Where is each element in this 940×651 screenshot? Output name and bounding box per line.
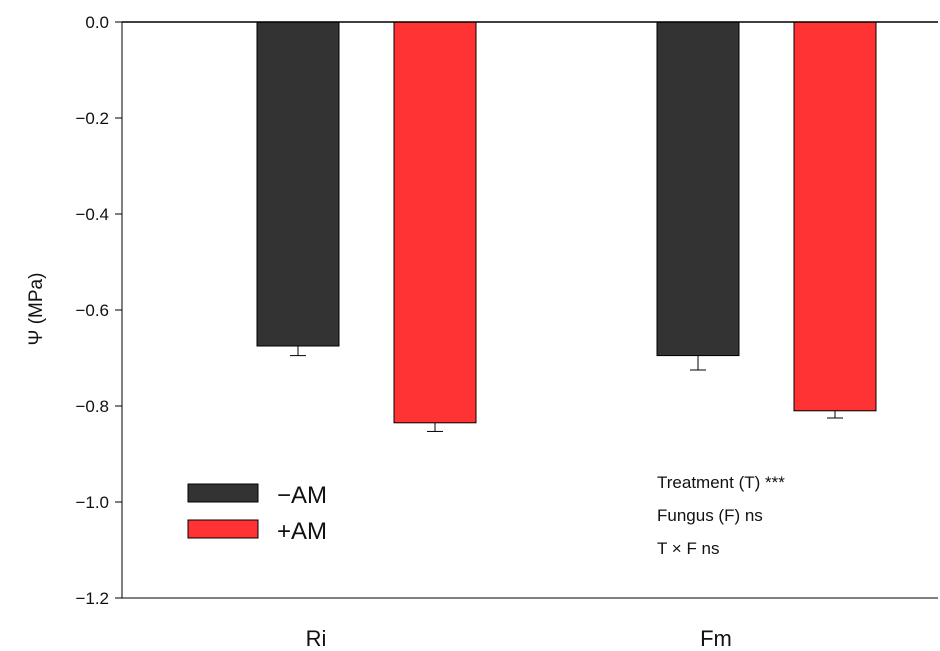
annotation-fungus: Fungus (F) ns: [657, 506, 763, 525]
y-axis-title: Ψ (MPa): [26, 273, 47, 346]
bars: [256, 21, 877, 432]
annotation-treatment: Treatment (T) ***: [657, 473, 785, 492]
bar: [256, 21, 340, 347]
y-tick-label: −0.4: [75, 205, 109, 224]
labels: 0.0 −0.2 −0.4 −0.6 −0.8 −1.0 −1.2 Ri Fm: [75, 13, 938, 651]
legend-swatch-plus-am: [187, 519, 259, 539]
x-category-label: Ri: [306, 626, 327, 651]
axes: [115, 21, 938, 599]
bar: [656, 21, 740, 357]
legend-label-plus-am: +AM: [277, 518, 327, 545]
annotation-interaction: T × F ns: [657, 539, 720, 558]
y-tick-label: −0.2: [75, 109, 109, 128]
statistics-annotation: Treatment (T) *** Fungus (F) ns T × F ns: [657, 473, 785, 558]
x-category-label: Fm: [700, 626, 732, 651]
y-tick-label: 0.0: [85, 13, 109, 32]
bar: [793, 21, 877, 412]
legend-label-minus-am: −AM: [277, 482, 327, 509]
legend: −AM +AM: [187, 482, 327, 545]
y-tick-label: −1.0: [75, 493, 109, 512]
y-tick-label: −0.6: [75, 301, 109, 320]
bar: [393, 21, 477, 424]
y-tick-label: −0.8: [75, 397, 109, 416]
legend-swatch-minus-am: [187, 483, 259, 503]
y-tick-label: −1.2: [75, 589, 109, 608]
